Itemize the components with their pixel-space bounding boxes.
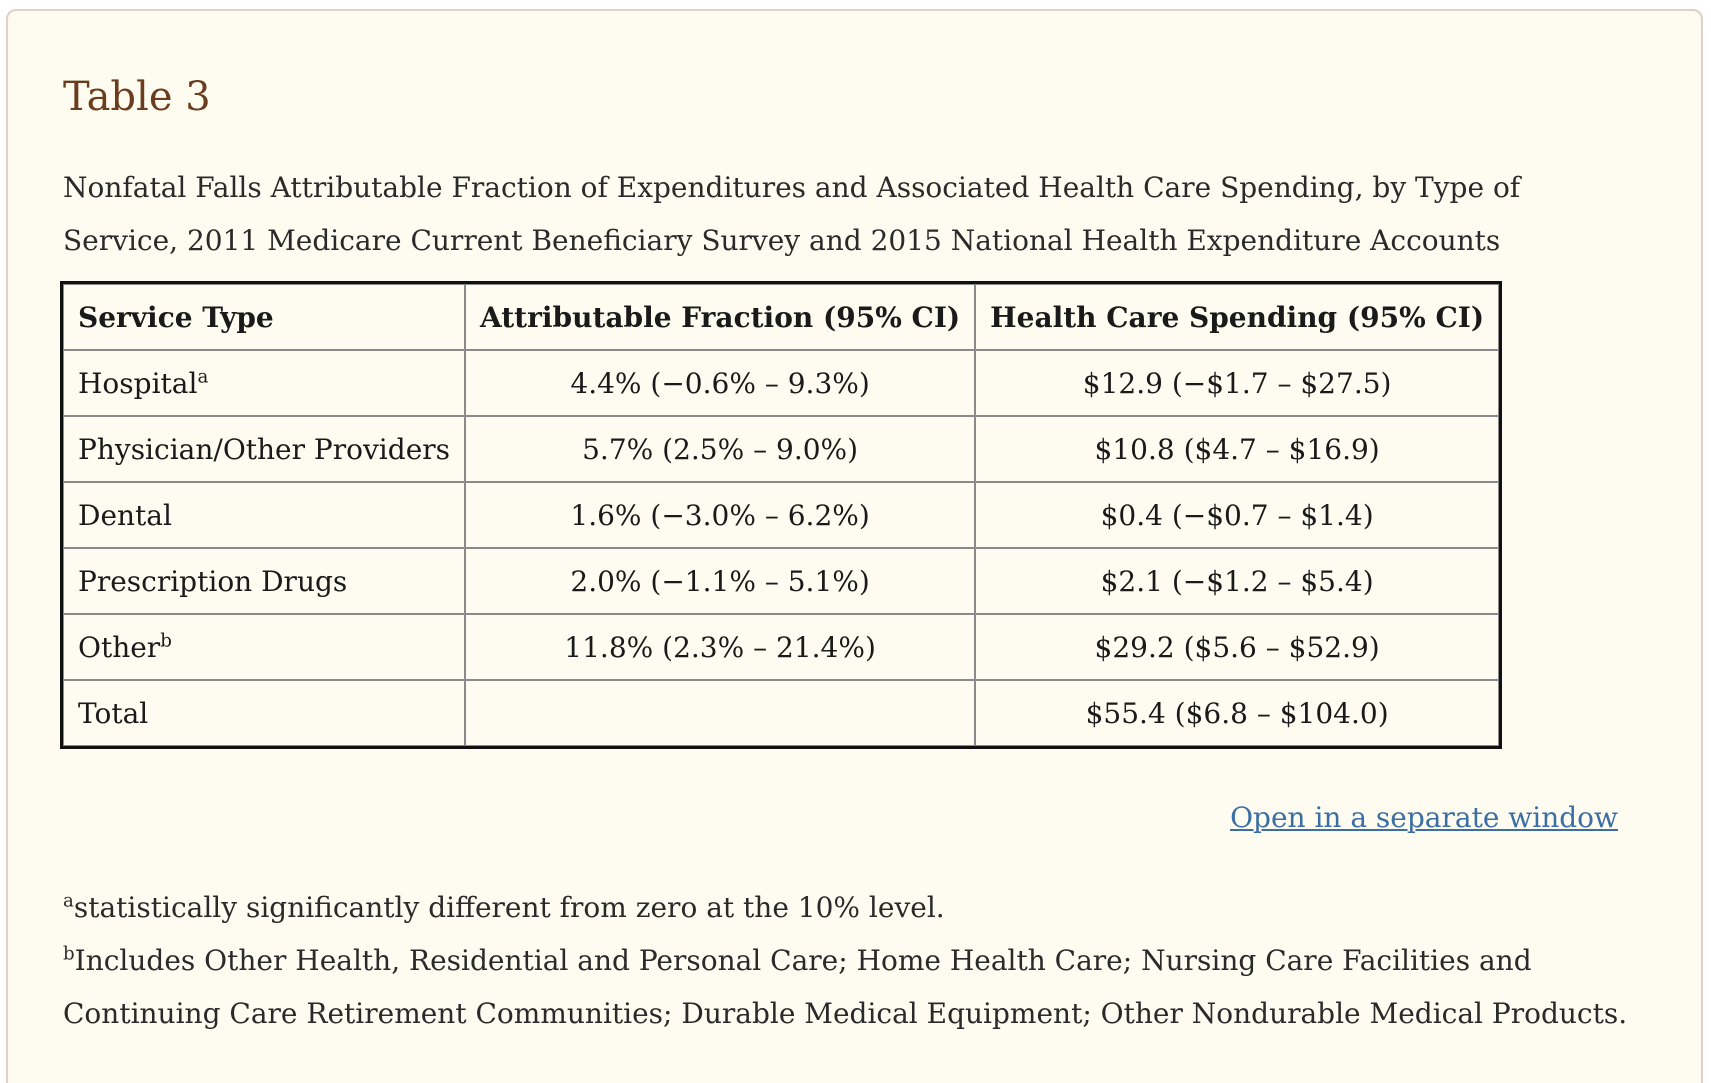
fraction-cell: 11.8% (2.3% – 21.4%): [464, 613, 977, 681]
header-health-care-spending: Health Care Spending (95% CI): [974, 283, 1501, 351]
service-cell: Physician/Other Providers: [61, 415, 467, 483]
service-label: Prescription Drugs: [78, 564, 348, 598]
fraction-cell: 1.6% (−3.0% – 6.2%): [464, 481, 977, 549]
service-cell: Otherb: [61, 613, 467, 681]
footnote-a: astatistically significantly different f…: [63, 881, 1643, 934]
spending-cell: $10.8 ($4.7 – $16.9): [974, 415, 1501, 483]
footnote-b: bIncludes Other Health, Residential and …: [63, 934, 1643, 1040]
table-panel: Table 3 Nonfatal Falls Attributable Frac…: [6, 9, 1703, 1083]
footnote-text: Includes Other Health, Residential and P…: [63, 944, 1628, 1030]
table-row: Hospitala 4.4% (−0.6% – 9.3%) $12.9 (−$1…: [61, 349, 1501, 417]
fraction-cell: [464, 679, 977, 747]
spending-cell: $29.2 ($5.6 – $52.9): [974, 613, 1501, 681]
footnote-mark: b: [63, 943, 75, 965]
spending-cell: $2.1 (−$1.2 – $5.4): [974, 547, 1501, 615]
service-label: Dental: [78, 498, 172, 532]
spending-cell: $0.4 (−$0.7 – $1.4): [974, 481, 1501, 549]
footnote-marker: b: [160, 630, 172, 652]
service-label: Other: [78, 630, 161, 664]
header-attributable-fraction: Attributable Fraction (95% CI): [464, 283, 977, 351]
fraction-cell: 2.0% (−1.1% – 5.1%): [464, 547, 977, 615]
table-row: Dental 1.6% (−3.0% – 6.2%) $0.4 (−$0.7 –…: [61, 481, 1501, 549]
footnote-text: statistically significantly different fr…: [73, 891, 945, 924]
spending-cell: $12.9 (−$1.7 – $27.5): [974, 349, 1501, 417]
table-title: Table 3: [63, 74, 211, 120]
service-cell: Prescription Drugs: [61, 547, 467, 615]
header-service-type: Service Type: [61, 283, 467, 351]
service-cell: Dental: [61, 481, 467, 549]
table-row: Physician/Other Providers 5.7% (2.5% – 9…: [61, 415, 1501, 483]
service-label: Physician/Other Providers: [78, 432, 451, 466]
service-cell: Total: [61, 679, 467, 747]
fraction-cell: 5.7% (2.5% – 9.0%): [464, 415, 977, 483]
service-label: Hospital: [78, 366, 198, 400]
header-row: Service Type Attributable Fraction (95% …: [61, 283, 1501, 351]
table-caption: Nonfatal Falls Attributable Fraction of …: [63, 171, 1521, 257]
service-label: Total: [78, 696, 149, 730]
open-separate-window-link[interactable]: Open in a separate window: [1230, 801, 1618, 834]
table-row: Prescription Drugs 2.0% (−1.1% – 5.1%) $…: [61, 547, 1501, 615]
footnote-mark: a: [63, 890, 74, 912]
data-table: Service Type Attributable Fraction (95% …: [59, 281, 1503, 749]
spending-cell: $55.4 ($6.8 – $104.0): [974, 679, 1501, 747]
footnotes: astatistically significantly different f…: [63, 881, 1643, 1040]
table-row-total: Total $55.4 ($6.8 – $104.0): [61, 679, 1501, 747]
table-row: Otherb 11.8% (2.3% – 21.4%) $29.2 ($5.6 …: [61, 613, 1501, 681]
fraction-cell: 4.4% (−0.6% – 9.3%): [464, 349, 977, 417]
service-cell: Hospitala: [61, 349, 467, 417]
footnote-marker: a: [197, 366, 209, 388]
